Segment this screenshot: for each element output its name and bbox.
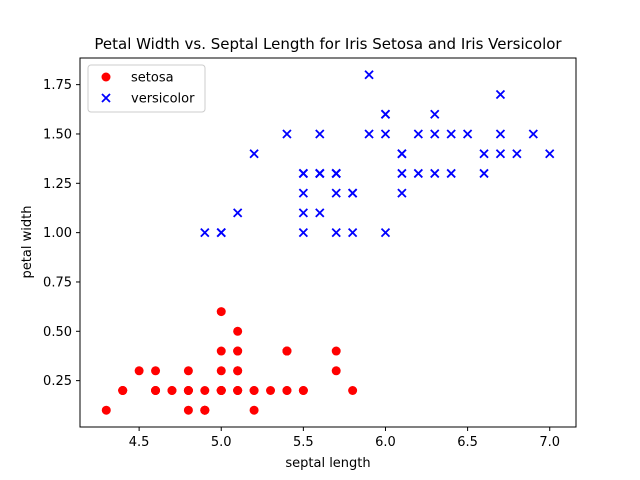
x-tick-label: 5.5 bbox=[293, 435, 314, 450]
legend-label-versicolor: versicolor bbox=[131, 92, 195, 107]
x-tick-label: 7.0 bbox=[539, 435, 560, 450]
setosa-point bbox=[101, 405, 111, 415]
setosa-point bbox=[183, 405, 193, 415]
setosa-point bbox=[216, 346, 226, 356]
x-tick-label: 6.5 bbox=[457, 435, 478, 450]
series-setosa bbox=[101, 307, 358, 415]
setosa-point bbox=[151, 366, 161, 376]
series-versicolor bbox=[200, 70, 555, 238]
setosa-point bbox=[233, 326, 243, 336]
versicolor-point bbox=[380, 109, 391, 119]
y-tick-label: 1.00 bbox=[43, 226, 72, 241]
setosa-point bbox=[183, 366, 193, 376]
versicolor-point bbox=[512, 149, 522, 159]
versicolor-point bbox=[446, 129, 456, 139]
versicolor-point bbox=[495, 149, 506, 159]
setosa-point bbox=[134, 366, 144, 376]
setosa-point bbox=[216, 366, 226, 376]
versicolor-point bbox=[282, 129, 292, 139]
setosa-point bbox=[249, 385, 259, 395]
versicolor-point bbox=[413, 168, 423, 179]
versicolor-point bbox=[430, 168, 440, 179]
versicolor-point bbox=[331, 227, 341, 238]
versicolor-point bbox=[249, 149, 259, 159]
versicolor-point bbox=[331, 188, 341, 198]
versicolor-point bbox=[380, 227, 391, 238]
x-tick-label: 6.0 bbox=[375, 435, 396, 450]
versicolor-point bbox=[364, 129, 374, 139]
versicolor-point bbox=[298, 227, 309, 238]
versicolor-point bbox=[216, 227, 226, 238]
y-tick-label: 1.75 bbox=[43, 78, 72, 93]
setosa-point bbox=[200, 405, 210, 415]
versicolor-point bbox=[298, 208, 309, 218]
versicolor-point bbox=[413, 129, 423, 139]
plot-area bbox=[101, 70, 555, 415]
versicolor-point bbox=[462, 129, 473, 139]
versicolor-point bbox=[397, 168, 407, 179]
versicolor-point bbox=[528, 129, 538, 139]
versicolor-point bbox=[479, 149, 489, 159]
legend: setosa versicolor bbox=[87, 64, 206, 113]
versicolor-point bbox=[347, 188, 358, 198]
legend-label-setosa: setosa bbox=[131, 71, 174, 86]
y-tick-label: 0.50 bbox=[43, 325, 72, 340]
versicolor-point bbox=[347, 227, 358, 238]
setosa-point bbox=[233, 346, 243, 356]
legend-marker-setosa bbox=[101, 72, 111, 82]
versicolor-point bbox=[545, 149, 555, 159]
versicolor-point bbox=[446, 168, 456, 179]
chart-title: Petal Width vs. Septal Length for Iris S… bbox=[94, 35, 562, 53]
versicolor-point bbox=[315, 168, 325, 179]
x-tick-label: 5.0 bbox=[211, 435, 232, 450]
x-axis-label: septal length bbox=[285, 456, 370, 471]
setosa-point bbox=[151, 385, 161, 395]
y-tick-label: 1.50 bbox=[43, 127, 72, 142]
setosa-point bbox=[216, 307, 226, 317]
versicolor-point bbox=[479, 168, 489, 179]
setosa-point bbox=[118, 385, 128, 395]
setosa-point bbox=[298, 385, 308, 395]
versicolor-point bbox=[430, 109, 440, 119]
x-tick-label: 4.5 bbox=[129, 435, 150, 450]
setosa-point bbox=[216, 385, 226, 395]
y-axis-label: petal width bbox=[20, 206, 35, 279]
setosa-point bbox=[282, 385, 292, 395]
versicolor-point bbox=[397, 149, 407, 159]
versicolor-point bbox=[430, 129, 440, 139]
setosa-point bbox=[331, 366, 341, 376]
setosa-point bbox=[282, 346, 292, 356]
plot-frame bbox=[79, 57, 577, 428]
versicolor-point bbox=[200, 227, 210, 238]
versicolor-point bbox=[380, 129, 391, 139]
versicolor-point bbox=[495, 89, 506, 100]
y-tick-label: 0.25 bbox=[43, 374, 72, 389]
versicolor-point bbox=[298, 188, 309, 198]
versicolor-point bbox=[315, 129, 325, 139]
versicolor-point bbox=[315, 208, 325, 218]
versicolor-point bbox=[298, 168, 309, 179]
setosa-point bbox=[233, 385, 243, 395]
setosa-point bbox=[249, 405, 259, 415]
y-tick-label: 0.75 bbox=[43, 275, 72, 290]
setosa-point bbox=[266, 385, 276, 395]
setosa-point bbox=[233, 366, 243, 376]
versicolor-point bbox=[364, 70, 374, 80]
versicolor-point bbox=[331, 168, 341, 179]
setosa-point bbox=[183, 385, 193, 395]
setosa-point bbox=[331, 346, 341, 356]
y-tick-label: 1.25 bbox=[43, 177, 72, 192]
versicolor-point bbox=[397, 188, 407, 198]
setosa-point bbox=[167, 385, 177, 395]
versicolor-point bbox=[233, 208, 243, 218]
versicolor-point bbox=[495, 129, 506, 139]
setosa-point bbox=[200, 385, 210, 395]
legend-box bbox=[87, 64, 206, 113]
legend-marker-versicolor bbox=[101, 93, 111, 103]
setosa-point bbox=[348, 385, 358, 395]
axes: 4.5 5.0 5.5 6.0 6.5 7.0 0.25 0.50 0.75 1.00 1.25 1.… bbox=[43, 57, 577, 450]
